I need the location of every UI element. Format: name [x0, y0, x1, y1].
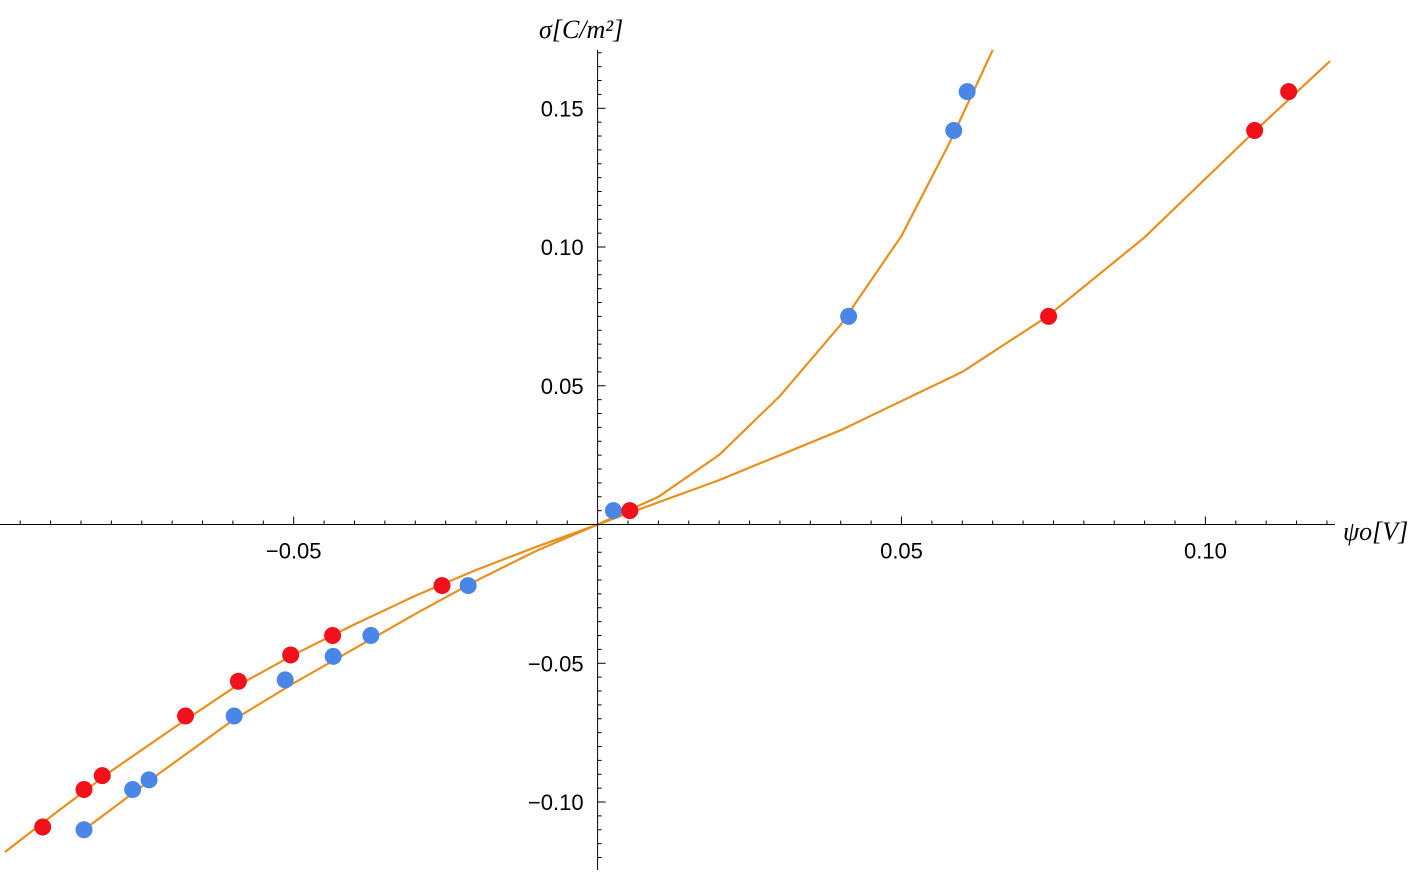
red-data-point [1246, 121, 1264, 139]
y-tick-label: 0.10 [541, 235, 584, 260]
axes: −0.05 0.05 0.10 −0.10 −0.05 0.05 0.10 0.15 [0, 50, 1335, 870]
blue-data-point [276, 671, 294, 689]
blue-data-point [459, 577, 477, 595]
fit-curve-2 [4, 60, 1331, 853]
red-data-point [75, 781, 93, 799]
x-tick-label: 0.05 [880, 539, 923, 564]
red-data-point [1280, 83, 1298, 101]
fit-curve-1 [83, 49, 994, 831]
blue-data-point [945, 121, 963, 139]
blue-data-point [75, 821, 93, 839]
y-axis-label: σ[C/m²] [539, 15, 623, 44]
y-tick-label: 0.05 [541, 374, 584, 399]
y-tick-label: −0.10 [528, 790, 584, 815]
x-axis-label: ψo[V] [1343, 517, 1408, 546]
blue-data-point [324, 647, 342, 665]
red-data-point [1040, 307, 1058, 325]
blue-data-point [958, 83, 976, 101]
x-tick-label: −0.05 [266, 539, 322, 564]
blue-data-point [140, 771, 158, 789]
data-points [34, 83, 1298, 839]
red-data-point [177, 707, 195, 725]
red-data-point [433, 577, 451, 595]
red-data-point [324, 627, 342, 645]
red-data-point [282, 646, 300, 664]
y-tick-label: 0.15 [541, 96, 584, 121]
blue-data-point [840, 307, 858, 325]
blue-data-point [362, 627, 380, 645]
x-tick-label: 0.10 [1184, 539, 1227, 564]
axis-labels: σ[C/m²] ψo[V] [539, 15, 1408, 546]
red-data-point [229, 672, 247, 690]
blue-data-point [124, 781, 142, 799]
red-data-point [621, 502, 639, 520]
blue-data-point [604, 502, 622, 520]
y-tick-label: −0.05 [528, 651, 584, 676]
red-data-point [34, 818, 52, 836]
fit-curves [4, 49, 1331, 853]
blue-data-point [225, 707, 243, 725]
red-data-point [93, 767, 111, 785]
